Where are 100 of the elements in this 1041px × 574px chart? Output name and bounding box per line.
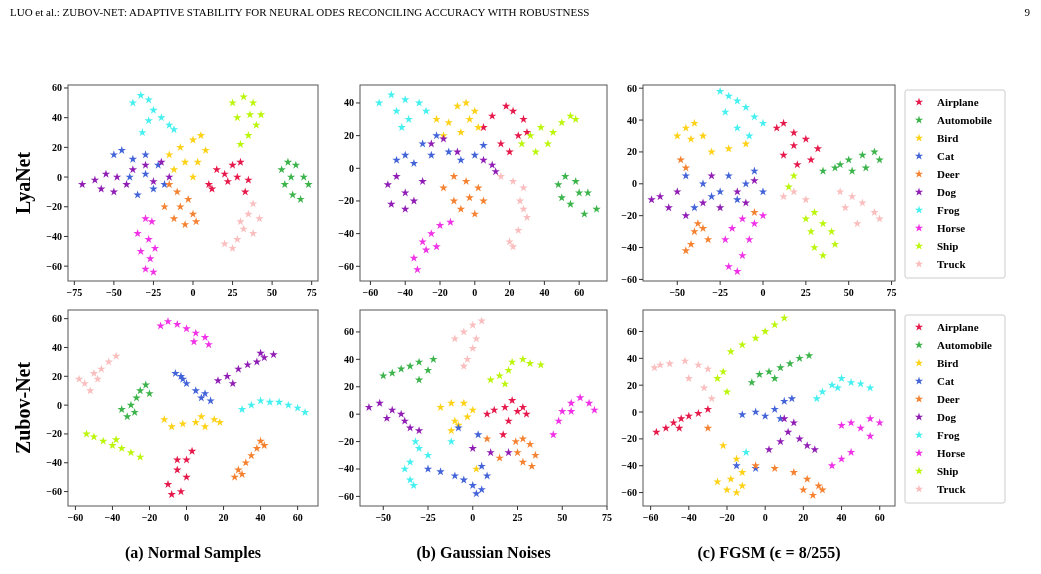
point — [432, 131, 441, 140]
point — [160, 202, 169, 211]
point — [554, 416, 563, 425]
point — [465, 114, 474, 123]
point — [479, 141, 488, 150]
x-tick-label: −60 — [67, 512, 84, 523]
point — [713, 477, 722, 486]
point — [243, 360, 252, 369]
legend-label: Dog — [937, 411, 957, 423]
point — [449, 196, 459, 205]
point — [176, 202, 185, 211]
point — [456, 127, 466, 136]
point — [548, 127, 558, 136]
point — [191, 217, 201, 226]
y-tick-label: −20 — [46, 201, 62, 213]
y-tick-label: 20 — [344, 381, 354, 393]
point — [770, 374, 779, 383]
x-tick-label: 75 — [886, 287, 897, 298]
point — [780, 414, 789, 423]
x-tick-label: 50 — [843, 287, 854, 298]
point — [561, 172, 570, 181]
y-tick-label: 0 — [632, 406, 637, 418]
x-axis-title: (c) FGSM (ϵ = 8/255) — [697, 544, 841, 562]
point — [715, 86, 725, 95]
legend-label: Ship — [937, 465, 959, 477]
point — [865, 431, 875, 440]
point — [176, 487, 186, 496]
point — [694, 408, 703, 417]
legend-label: Frog — [937, 204, 960, 216]
point — [80, 379, 89, 388]
y-tick-label: 0 — [57, 399, 62, 411]
y-tick-label: 20 — [52, 370, 62, 382]
point — [228, 243, 237, 252]
y-tick-label: 20 — [344, 130, 354, 142]
x-tick-label: 60 — [574, 287, 585, 298]
x-tick-label: 0 — [472, 287, 478, 298]
point — [557, 193, 566, 202]
point — [801, 134, 811, 143]
point — [269, 350, 278, 359]
point — [738, 214, 747, 223]
point — [721, 235, 730, 244]
y-tick-label: 0 — [57, 171, 62, 183]
point — [128, 165, 138, 174]
point — [280, 180, 289, 189]
point — [392, 155, 401, 164]
point — [779, 118, 788, 127]
point — [375, 398, 384, 407]
point — [652, 427, 661, 436]
point — [514, 131, 523, 140]
point — [111, 435, 121, 444]
y-tick-label: 20 — [627, 379, 637, 391]
point — [755, 370, 764, 379]
point — [150, 243, 160, 252]
x-tick-label: 60 — [874, 512, 885, 523]
point — [733, 96, 742, 105]
point — [260, 441, 269, 450]
point — [157, 113, 166, 122]
point — [853, 219, 862, 228]
point — [856, 423, 865, 432]
point — [789, 468, 799, 477]
x-tick-label: 60 — [292, 512, 303, 523]
point — [126, 448, 136, 457]
point — [511, 437, 520, 446]
point — [846, 418, 856, 427]
point — [223, 177, 233, 186]
point — [220, 169, 229, 178]
point — [795, 353, 804, 362]
y-tick-label: −40 — [338, 463, 354, 475]
point — [707, 192, 716, 201]
point — [470, 150, 480, 159]
point — [206, 396, 215, 405]
point — [770, 404, 779, 413]
point — [117, 145, 127, 154]
point — [571, 176, 580, 185]
point — [482, 434, 492, 443]
x-tick-label: −20 — [141, 512, 158, 523]
point — [173, 319, 182, 328]
point — [718, 441, 728, 450]
point — [580, 209, 589, 218]
point — [141, 150, 150, 159]
point — [751, 333, 760, 342]
point — [495, 371, 504, 380]
point — [128, 154, 138, 163]
point — [837, 374, 846, 383]
point — [149, 177, 158, 186]
point — [531, 450, 540, 459]
point — [694, 360, 703, 369]
point — [144, 235, 153, 244]
point — [141, 380, 150, 389]
point — [661, 423, 671, 432]
point — [724, 262, 733, 271]
point — [413, 265, 422, 274]
point — [806, 227, 816, 236]
point — [291, 160, 301, 169]
point — [812, 394, 821, 403]
point — [673, 131, 682, 140]
point — [141, 160, 150, 169]
point — [515, 196, 525, 205]
point — [536, 360, 545, 369]
point — [136, 90, 145, 99]
